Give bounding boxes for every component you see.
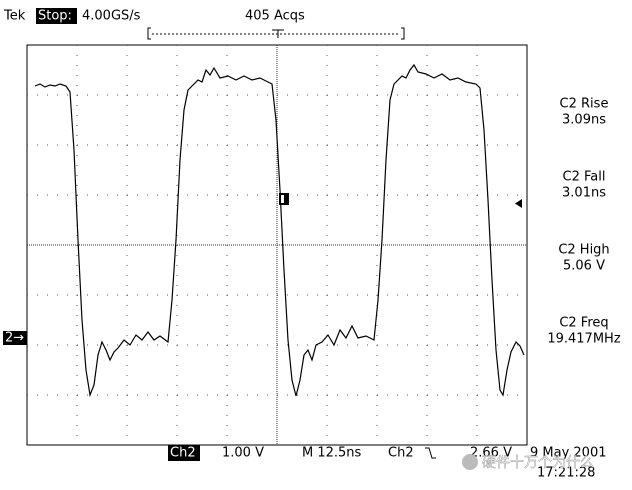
sample-rate: 4.00GS/s [82, 9, 141, 24]
trigger-level: 2.66 V [470, 446, 512, 461]
measure-value: 3.01ns [562, 186, 606, 201]
measure-label: C2 Rise [560, 97, 609, 112]
measure-value: 5.06 V [563, 259, 605, 274]
trigger-level-arrow [515, 199, 522, 208]
watermark: 硬件十万个为什么 [482, 455, 594, 471]
measure-value: 19.417MHz [547, 332, 620, 347]
acquisitions: 405 Acqs [245, 9, 305, 24]
trigger-position-inner [281, 195, 284, 203]
channel: Ch2 [170, 446, 196, 461]
watermark-icon [462, 454, 478, 470]
timebase: M 12.5ns [302, 446, 362, 461]
channel-marker: 2→ [5, 331, 24, 346]
channel-marker-bg [3, 331, 27, 345]
state-bg [36, 8, 77, 24]
graticule [26, 44, 528, 446]
brand: Tek [3, 9, 26, 24]
time: 17:21:28 [537, 466, 595, 481]
channel-bg [168, 445, 200, 461]
measure-value: 3.09ns [562, 113, 606, 128]
measure-label: C2 Freq [559, 316, 608, 331]
record-bracket [147, 27, 405, 40]
measure-label: C2 High [558, 243, 609, 258]
vertical-scale: 1.00 V [222, 446, 264, 461]
measure-label: C2 Fall [563, 170, 606, 185]
state: Stop: [38, 9, 72, 24]
trigger-channel: Ch2 [388, 446, 414, 461]
trigger-slope [425, 447, 436, 459]
date: 9 May 2001 [530, 446, 607, 461]
waveform [34, 63, 525, 398]
